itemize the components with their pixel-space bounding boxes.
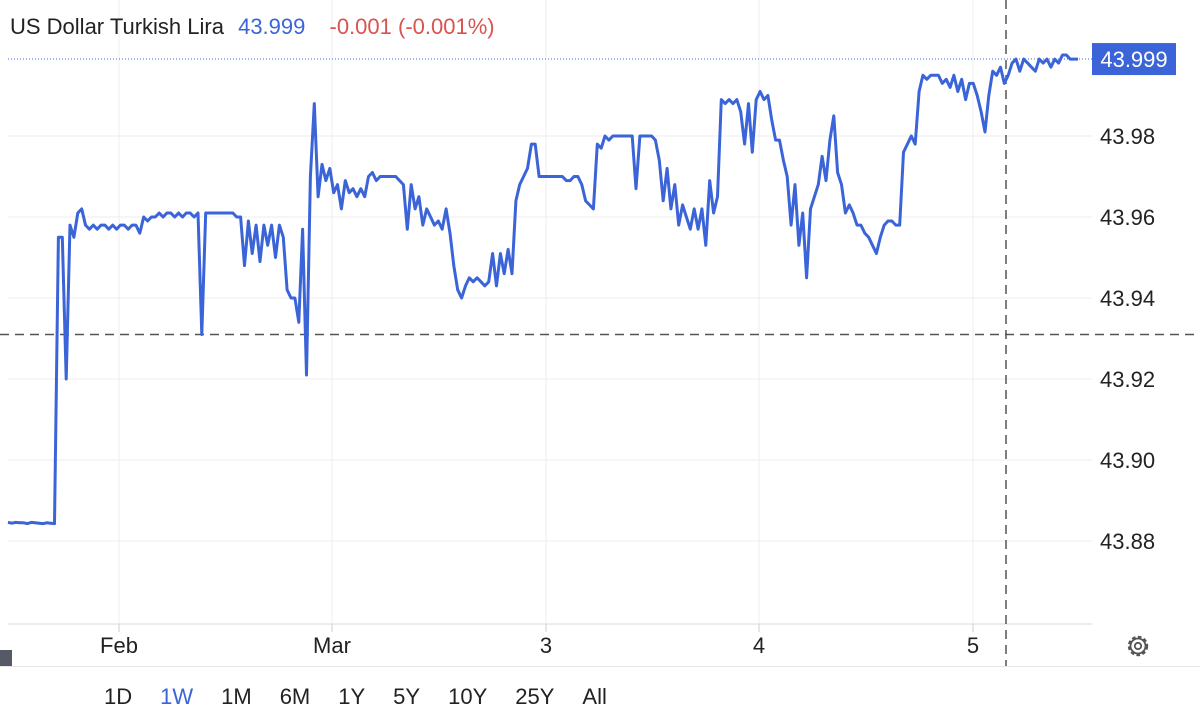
y-tick-label: 43.94 <box>1100 286 1155 311</box>
chart-grid <box>8 0 1092 624</box>
period-all-button[interactable]: All <box>582 684 607 709</box>
period-selector: 1D 1W 1M 6M 1Y 5Y 10Y 25Y All <box>90 684 621 710</box>
scroll-handle[interactable] <box>0 650 12 666</box>
current-price: 43.999 <box>238 14 306 39</box>
last-price-tag: 43.999 <box>1092 43 1176 76</box>
period-10y-button[interactable]: 10Y <box>448 684 488 709</box>
period-1y-button[interactable]: 1Y <box>338 684 366 709</box>
period-1w-button[interactable]: 1W <box>160 684 194 709</box>
x-axis: Feb Mar 3 4 5 <box>100 624 979 658</box>
y-tick-label: 43.96 <box>1100 205 1155 230</box>
price-series-line <box>7 53 1078 526</box>
x-tick-label: 4 <box>753 633 765 658</box>
instrument-name: US Dollar Turkish Lira <box>10 14 224 39</box>
period-6m-button[interactable]: 6M <box>279 684 311 709</box>
period-5y-button[interactable]: 5Y <box>393 684 421 709</box>
x-tick-label: 5 <box>967 633 979 658</box>
last-price-tag-label: 43.999 <box>1100 47 1167 72</box>
chart-legend: US Dollar Turkish Lira 43.999 -0.001 (-0… <box>10 14 495 40</box>
y-tick-label: 43.92 <box>1100 367 1155 392</box>
y-tick-label: 43.90 <box>1100 448 1155 473</box>
x-tick-label: 3 <box>540 633 552 658</box>
y-tick-label: 43.88 <box>1100 529 1155 554</box>
x-tick-label: Mar <box>313 633 351 658</box>
period-bar-divider <box>0 666 1200 667</box>
period-25y-button[interactable]: 25Y <box>515 684 555 709</box>
price-change: -0.001 (-0.001%) <box>329 14 495 39</box>
gear-icon[interactable] <box>1127 635 1149 657</box>
y-tick-label: 43.98 <box>1100 124 1155 149</box>
x-tick-label: Feb <box>100 633 138 658</box>
period-1d-button[interactable]: 1D <box>104 684 133 709</box>
period-1m-button[interactable]: 1M <box>221 684 252 709</box>
last-price-tag-background <box>1092 43 1176 76</box>
y-axis: 43.88 43.90 43.92 43.94 43.96 43.98 <box>1100 124 1155 554</box>
